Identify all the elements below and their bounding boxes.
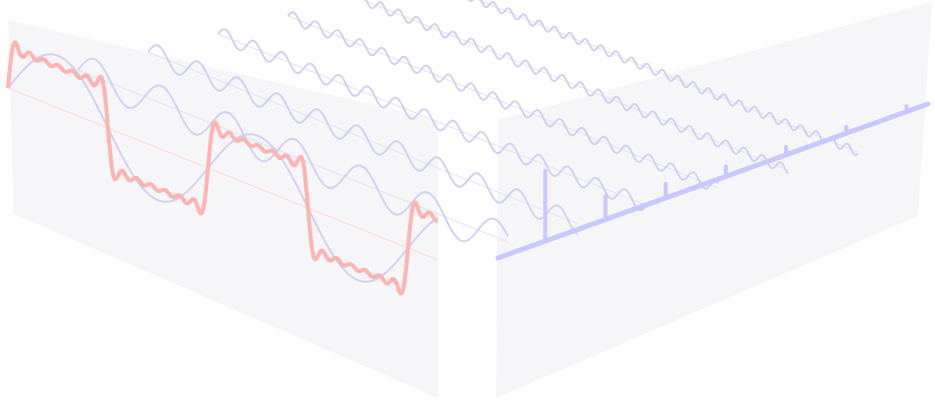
harmonic-wave-7 <box>217 28 649 212</box>
harmonic-wave-11 <box>365 0 789 175</box>
square-wave-approximation <box>6 40 440 296</box>
frequency-spectrum <box>495 101 931 261</box>
harmonic-baseline <box>7 87 439 261</box>
harmonic-baseline <box>77 69 509 243</box>
harmonic-baseline <box>361 0 789 171</box>
harmonic-wave-5 <box>147 44 579 236</box>
frequency-domain-plane <box>496 2 932 398</box>
harmonic-waves <box>7 0 859 283</box>
harmonic-wave-3 <box>77 57 509 243</box>
harmonic-wave-9 <box>287 11 719 190</box>
frequency-axis <box>495 101 931 261</box>
harmonic-baseline <box>287 15 719 189</box>
square-wave-curve <box>6 40 440 296</box>
time-domain-plane <box>8 20 438 398</box>
harmonic-baseline <box>147 51 579 225</box>
harmonic-wave-13 <box>467 0 859 156</box>
